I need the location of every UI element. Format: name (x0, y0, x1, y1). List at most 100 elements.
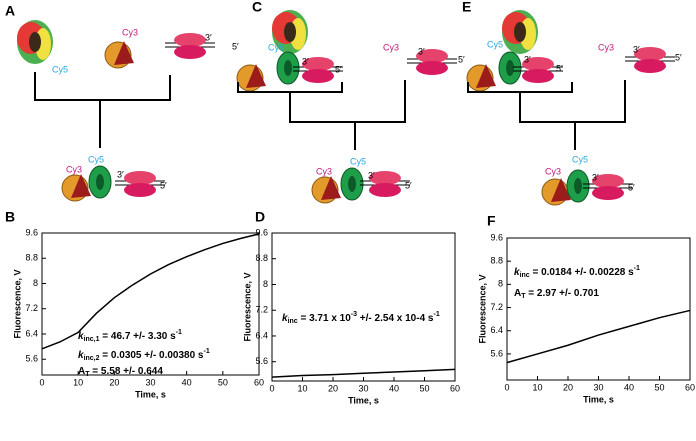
annotation-part: T (85, 371, 90, 378)
diagram-label: Cy3 (316, 166, 332, 176)
pink-disc (302, 69, 334, 83)
red-triangle (551, 178, 571, 202)
annotation: kinc = 0.0184 +/- 0.00228 s-1 (514, 265, 640, 279)
diagram-label: Cy3 (598, 42, 614, 52)
y-axis-label: Fluorescence, V (477, 274, 487, 343)
panel-letter: F (487, 213, 496, 229)
annotation-part: k (282, 313, 288, 324)
green-ring-hole (574, 178, 582, 194)
annotation-part: inc,2 (84, 355, 100, 362)
bracket (519, 80, 626, 123)
y-tick-label: 9.6 (490, 232, 503, 242)
x-tick-label: 60 (450, 383, 460, 393)
diagram-label: Cy5 (350, 156, 366, 166)
x-tick-label: 30 (358, 383, 368, 393)
diagram-label: Cy3 (66, 164, 82, 174)
y-tick-label: 7.2 (25, 303, 38, 313)
protein (514, 22, 526, 42)
diagram-label: Cy5 (268, 42, 284, 52)
y-tick-label: 8 (498, 279, 503, 289)
diagram-label: 3′ (205, 32, 212, 42)
annotation: kinc,1 = 46.7 +/- 3.30 s-1 (78, 329, 182, 343)
annotation-part: A (78, 366, 85, 377)
pink-disc (302, 57, 334, 71)
y-axis-label: Fluorescence, V (242, 272, 252, 341)
annotation-part: = 3.71 x 10 (298, 313, 352, 324)
plot-frame (271, 232, 456, 382)
diagram-label: 3′ (117, 169, 124, 179)
x-tick-label: 40 (182, 377, 192, 387)
annotation-part: k (514, 267, 520, 278)
protein (29, 32, 41, 52)
pink-disc (174, 33, 206, 47)
data-line (41, 233, 260, 350)
annotation-part: T (521, 293, 526, 300)
diagram-label: 5′ (405, 180, 412, 190)
red-triangle (71, 174, 91, 198)
y-tick-label: 5.6 (490, 348, 503, 358)
annotation-part: = 2.97 +/- 0.701 (526, 288, 600, 299)
y-tick-label: 8.8 (255, 253, 268, 263)
diagram-label: 3′ (524, 54, 531, 64)
annotation-part: -1 (433, 311, 439, 318)
diagram-label: 3′ (592, 172, 599, 182)
pink-disc (592, 174, 624, 188)
x-tick-label: 10 (297, 383, 307, 393)
x-tick-label: 50 (654, 382, 664, 392)
pink-disc (369, 183, 401, 197)
annotation-part: +/- 2.54 x 10-4 s (357, 313, 434, 324)
red-triangle (476, 64, 496, 88)
diagram-label: 5′ (628, 182, 635, 192)
y-axis-label: Fluorescence, V (12, 269, 22, 338)
pink-disc (369, 171, 401, 185)
red-triangle (246, 64, 266, 88)
annotation: AT = 2.97 +/- 0.701 (514, 288, 599, 300)
diagram-label: Cy5 (487, 39, 503, 49)
x-tick-label: 30 (145, 377, 155, 387)
y-tick-label: 8 (263, 279, 268, 289)
diagram-label: Cy3 (122, 27, 138, 37)
protein (284, 22, 296, 42)
pink-disc (174, 45, 206, 59)
bracket (34, 72, 171, 101)
y-tick-label: 9.6 (25, 227, 38, 237)
diagram-label: 5′ (160, 180, 167, 190)
diagram-label: Cy3 (383, 42, 399, 52)
y-tick-label: 6.4 (490, 325, 503, 335)
pink-disc (124, 183, 156, 197)
red-triangle (321, 176, 341, 200)
x-tick-label: 40 (389, 383, 399, 393)
annotation-part: k (78, 331, 84, 342)
y-tick-label: 8.8 (490, 256, 503, 266)
diagram-label: 3′ (418, 46, 425, 56)
pink-disc (522, 57, 554, 71)
red-triangle (114, 41, 134, 65)
y-tick-label: 9.6 (255, 227, 268, 237)
diagram-label: 5′ (675, 52, 682, 62)
diagram-label: 3′ (368, 170, 375, 180)
diagram-label: Cy5 (52, 64, 68, 74)
bracket (289, 80, 406, 123)
diagram-label: 5′ (232, 41, 239, 51)
x-tick-label: 50 (218, 377, 228, 387)
x-tick-label: 40 (624, 382, 634, 392)
x-tick-label: 20 (109, 377, 119, 387)
x-tick-label: 10 (73, 377, 83, 387)
annotation: AT = 5.58 +/- 0.644 (78, 366, 163, 378)
pink-disc (416, 49, 448, 63)
annotation-part: = 0.0305 +/- 0.00380 s (100, 350, 204, 361)
annotation-part: -3 (351, 311, 357, 318)
pink-disc (592, 186, 624, 200)
y-tick-label: 7.2 (255, 305, 268, 315)
y-tick-label: 6.4 (25, 328, 38, 338)
panel-letter: C (252, 0, 262, 15)
x-tick-label: 10 (532, 382, 542, 392)
annotation-part: = 46.7 +/- 3.30 s (100, 331, 177, 342)
x-axis-label: Time, s (135, 389, 166, 399)
x-tick-label: 60 (685, 382, 695, 392)
panel-letter: E (462, 0, 471, 15)
annotation-part: inc,1 (84, 336, 100, 343)
x-tick-label: 50 (419, 383, 429, 393)
diagram-label: Cy5 (88, 154, 104, 164)
